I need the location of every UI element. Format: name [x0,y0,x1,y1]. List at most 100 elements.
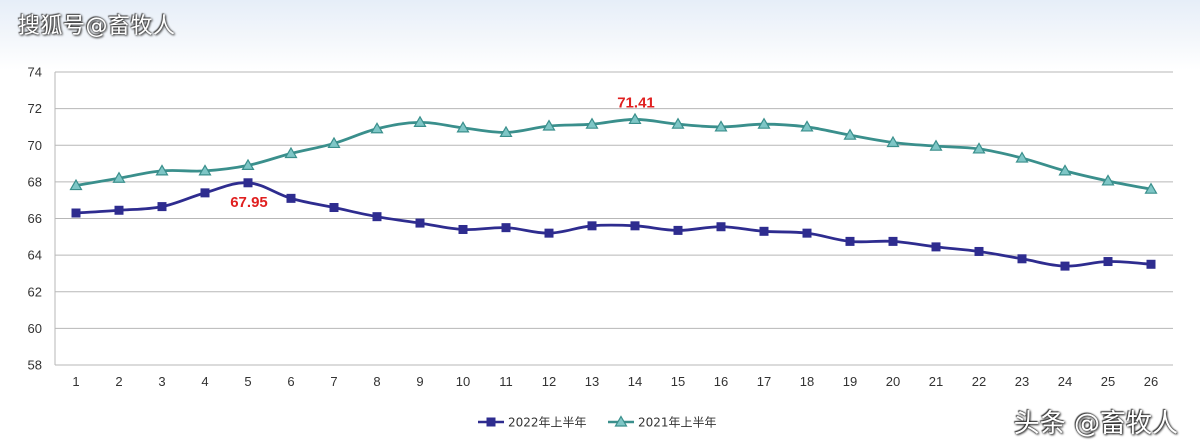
x-tick-label: 8 [373,374,380,389]
x-tick-label: 23 [1015,374,1029,389]
series-2021-point [69,178,83,191]
x-tick-label: 13 [585,374,599,389]
legend-swatch-marker [486,417,496,427]
data-label-71-41: 71.41 [617,94,655,111]
series-2021-point [112,171,126,183]
series-2022-point [845,236,855,246]
series-2021-point [843,128,857,140]
series-2021-point [714,120,728,132]
annotations: 67.95 71.41 [230,94,655,210]
series-2022-point [1103,257,1113,267]
series-2021-point [241,158,255,170]
series-2022-point [544,228,554,238]
series-2021-point [800,120,814,132]
x-tick-label: 2 [115,374,122,389]
series-2022-point [200,188,210,198]
series-2022-point [458,224,468,234]
series-2021-point [198,164,212,176]
series-2021-point [585,117,599,129]
x-tick-label: 14 [628,374,642,389]
series-2021-point [886,135,900,148]
x-tick-label: 24 [1058,374,1072,389]
series-2022-point [501,223,511,233]
x-tick-label: 26 [1144,374,1158,389]
series-2022-point [372,212,382,222]
series-2022-point [716,222,726,232]
series-markers [69,112,1158,271]
x-tick-label: 12 [542,374,556,389]
series-2022-point [1017,254,1027,264]
series-2022-point [587,221,597,231]
y-tick-label: 68 [28,174,42,189]
series-2022-point [802,228,812,238]
y-tick-label: 58 [28,358,42,373]
x-tick-label: 5 [244,374,251,389]
series-2022-point [329,203,339,213]
series-2022-point [114,205,124,215]
y-tick-label: 74 [28,65,42,80]
series-2022-point [974,246,984,256]
series-2021-point [1058,164,1072,176]
y-tick-label: 72 [28,101,42,116]
series-2021-point [1101,174,1115,186]
series-2022-point [673,225,683,235]
series-2022-point [1146,259,1156,269]
x-tick-label: 22 [972,374,986,389]
legend-swatch-marker [614,415,628,427]
series-2021-point [1144,182,1158,194]
series-2021-point [413,115,427,127]
series-2022-point [1060,261,1070,271]
series-2022-point [759,226,769,236]
x-tick-label: 9 [416,374,423,389]
x-tick-label: 18 [800,374,814,389]
series-2021-point [757,117,771,129]
x-tick-label: 7 [330,374,337,389]
series-2021-point [671,117,685,129]
series-2022-point [286,193,296,203]
legend-label: 2021年上半年 [638,416,717,430]
x-tick-label: 3 [158,374,165,389]
data-label-67-95: 67.95 [230,194,268,211]
series-2021-point [456,121,470,133]
watermark-bottom: 头条 @畜牧人 [1013,409,1178,439]
x-tick-label: 10 [456,374,470,389]
x-tick-label: 6 [287,374,294,389]
series-2022-point [243,178,253,188]
series-2021-point [499,125,513,138]
x-tick-label: 4 [201,374,208,389]
x-tick-label: 11 [499,374,513,389]
series-2022-point [415,218,425,228]
x-tick-label: 25 [1101,374,1115,389]
series-2022-point [630,221,640,231]
series-2021-point [155,164,169,176]
y-tick-label: 60 [28,321,42,336]
series-2022-point [157,202,167,212]
series-2021-point [972,142,986,154]
x-tick-label: 15 [671,374,685,389]
series-2021-point [628,112,642,125]
y-tick-label: 66 [28,211,42,226]
series-2021-line [75,118,1152,191]
x-tick-label: 20 [886,374,900,389]
series-2021-point [370,122,384,134]
x-tick-label: 21 [929,374,943,389]
y-tick-label: 64 [28,248,42,263]
y-tick-label: 62 [28,284,42,299]
series-2022-point [931,242,941,252]
series-2022-point [71,208,81,218]
series-2022-point [888,236,898,246]
series-2021-point [929,139,943,151]
watermark-top: 搜狐号@畜牧人 [18,14,176,39]
legend-label: 2022年上半年 [508,416,587,430]
x-tick-label: 16 [714,374,728,389]
x-tick-label: 1 [72,374,79,389]
series-2021-point [284,146,298,159]
series-2021-point [327,136,341,149]
series-2021-point [1015,151,1029,163]
x-tick-label: 17 [757,374,771,389]
legend: 2022年上半年 2021年上半年 [478,415,717,430]
y-tick-label: 70 [28,138,42,153]
x-tick-label: 19 [843,374,857,389]
